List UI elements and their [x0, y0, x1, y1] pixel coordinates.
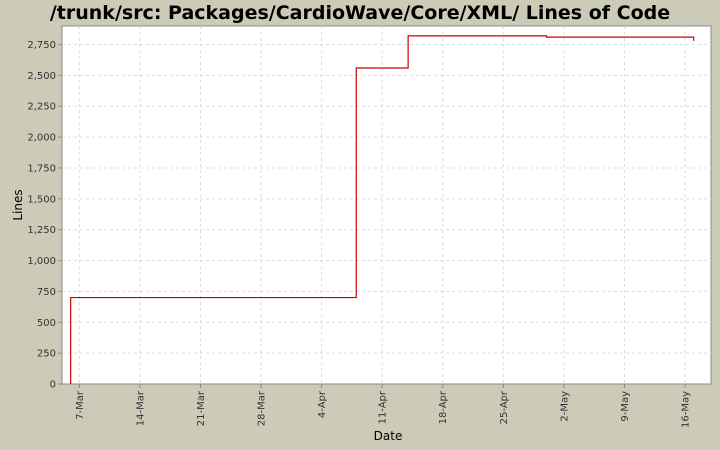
- y-tick-label: 250: [37, 349, 56, 360]
- x-tick-label: 16-May: [681, 391, 692, 428]
- x-tick-label: 2-May: [559, 391, 570, 422]
- y-tick-label: 1,250: [27, 225, 56, 236]
- x-tick-label: 14-Mar: [135, 390, 146, 426]
- chart-title: /trunk/src: Packages/CardioWave/Core/XML…: [50, 2, 670, 24]
- grid-lines: [62, 26, 711, 384]
- x-axis-ticks: 7-Mar 14-Mar 21-Mar 28-Mar 4-Apr 11-Apr 18-Apr…: [75, 384, 692, 428]
- x-axis-label: Date: [374, 429, 403, 443]
- x-tick-label: 21-Mar: [196, 390, 207, 426]
- x-tick-label: 28-Mar: [257, 390, 268, 426]
- x-tick-label: 7-Mar: [75, 390, 86, 420]
- x-tick-label: 25-Apr: [499, 390, 510, 424]
- y-tick-label: 2,250: [27, 102, 56, 113]
- plot-area: [61, 25, 712, 385]
- y-axis-label: Lines: [11, 189, 25, 220]
- x-tick-label: 11-Apr: [378, 390, 389, 424]
- y-tick-label: 2,750: [27, 40, 56, 51]
- y-tick-label: 500: [37, 318, 56, 329]
- x-tick-label: 9-May: [620, 391, 631, 422]
- y-tick-label: 2,000: [27, 133, 56, 144]
- x-tick-label: 18-Apr: [438, 390, 449, 424]
- x-tick-label: 4-Apr: [317, 390, 328, 418]
- y-tick-label: 1,500: [27, 194, 56, 205]
- y-tick-label: 1,750: [27, 163, 56, 174]
- y-tick-label: 0: [50, 380, 56, 391]
- y-tick-label: 750: [37, 287, 56, 298]
- series-group: [70, 35, 695, 384]
- series-line-0: [70, 35, 695, 384]
- y-tick-label: 1,000: [27, 256, 56, 267]
- y-axis-ticks: 0 250 500 750 1,000 1,250 1,500 1,750 2,000 2,250…: [27, 40, 62, 391]
- y-tick-label: 2,500: [27, 71, 56, 82]
